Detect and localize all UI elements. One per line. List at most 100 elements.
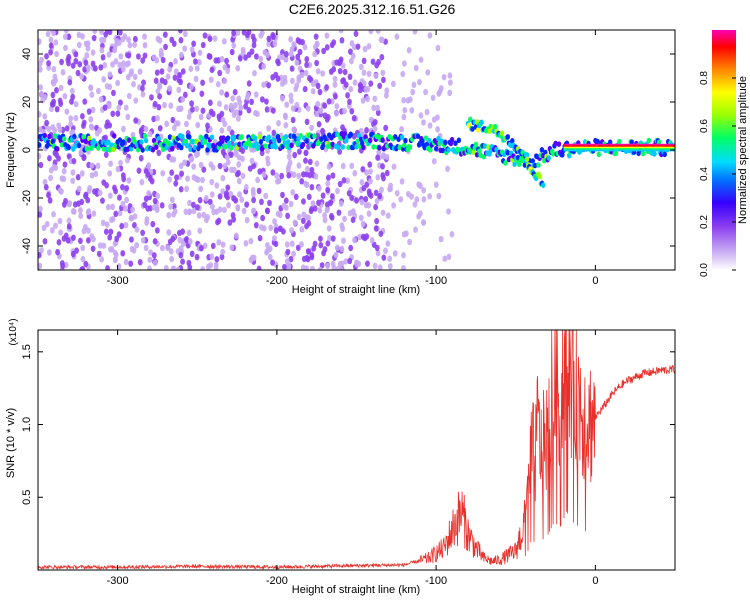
top-xtick-label: 0 (592, 275, 598, 287)
heatmap-cell (178, 162, 184, 170)
heatmap-cell (362, 45, 368, 53)
trace-cell (150, 146, 156, 153)
heatmap-cell (342, 68, 348, 76)
trace-cell (423, 135, 429, 141)
heatmap-cell (64, 125, 70, 132)
heatmap-cell (364, 127, 369, 134)
heatmap-cell (339, 222, 345, 229)
heatmap-cell (418, 56, 424, 63)
trace-cell (402, 142, 407, 149)
heatmap-cell (160, 170, 166, 177)
heatmap-cell (107, 170, 113, 177)
trace-cell (96, 145, 101, 151)
heatmap-cell (368, 168, 373, 175)
heatmap-cell (89, 91, 95, 98)
heatmap-cell (121, 175, 127, 183)
heatmap-cell (78, 207, 83, 214)
heatmap-cell (207, 99, 213, 106)
trace-cell (443, 139, 448, 146)
colorbar-tick-label: 0.8 (699, 71, 710, 85)
heatmap-cell (108, 228, 114, 235)
heatmap-cell (299, 226, 305, 233)
heatmap-cell (184, 185, 190, 193)
heatmap-cell (349, 162, 355, 170)
heatmap-cell (339, 245, 345, 253)
heatmap-cell (180, 96, 186, 103)
heatmap-cell (180, 68, 186, 75)
heatmap-cell (417, 78, 422, 86)
heatmap-cell (296, 172, 302, 180)
heatmap-cell (203, 195, 209, 202)
heatmap-cell (361, 184, 367, 192)
heatmap-cell (379, 36, 385, 43)
heatmap-cell (79, 73, 85, 80)
heatmap-cell (171, 265, 177, 270)
heatmap-cell (288, 255, 294, 263)
heatmap-cell (220, 241, 226, 248)
heatmap-cell (279, 172, 285, 180)
trace-cell (479, 119, 484, 126)
heatmap-cell (272, 218, 277, 225)
heatmap-cell (401, 97, 407, 104)
heatmap-cell (341, 177, 347, 184)
heatmap-cell (250, 33, 256, 40)
trace-cell (47, 133, 52, 140)
heatmap-cell (170, 235, 176, 243)
heatmap-cell (42, 178, 48, 186)
trace-cell (121, 139, 126, 145)
heatmap-cell (136, 167, 142, 174)
heatmap-cell (446, 208, 451, 215)
heatmap-cell (126, 177, 132, 184)
trace-cell (541, 157, 547, 164)
heatmap-cell (182, 91, 188, 99)
heatmap-cell (178, 37, 184, 44)
heatmap-cell (345, 92, 350, 99)
heatmap-cell (235, 115, 241, 122)
heatmap-cell (151, 252, 157, 259)
heatmap-cell (177, 236, 183, 244)
heatmap-cell (115, 110, 121, 117)
heatmap-cell (290, 189, 296, 196)
heatmap-cell (162, 101, 167, 109)
heatmap-cell (117, 209, 123, 217)
heatmap-cell (255, 176, 261, 184)
heatmap-cell (53, 39, 59, 46)
heatmap-cell (90, 49, 96, 56)
heatmap-cell (111, 89, 116, 97)
heatmap-cell (421, 119, 426, 126)
trace-cell (86, 135, 92, 142)
heatmap-cell (340, 62, 346, 69)
heatmap-cell (324, 44, 330, 51)
heatmap-cell (299, 178, 305, 185)
heatmap-cell (348, 57, 354, 65)
top-xlabel: Height of straight line (km) (292, 284, 420, 296)
heatmap-cell (112, 46, 118, 54)
heatmap-cell (225, 159, 231, 166)
heatmap-cell (120, 183, 125, 191)
heatmap-cell (140, 85, 145, 92)
heatmap-cell (118, 53, 124, 60)
heatmap-cell (364, 233, 370, 240)
heatmap-cell (379, 54, 385, 61)
heatmap-cell (99, 30, 104, 35)
heatmap-cell (199, 90, 205, 97)
heatmap-cell (313, 173, 319, 180)
heatmap-cell (387, 255, 393, 262)
heatmap-cell (332, 93, 338, 100)
heatmap-cell (38, 205, 43, 213)
heatmap-cell (114, 235, 120, 243)
heatmap-cell (352, 236, 357, 244)
heatmap-cell (284, 241, 290, 248)
heatmap-cell (368, 30, 374, 35)
trace-cell (407, 144, 413, 150)
heatmap-cell (229, 244, 235, 251)
heatmap-cell (133, 97, 139, 104)
heatmap-cell (189, 100, 194, 107)
heatmap-cell (187, 238, 193, 245)
heatmap-cell (301, 198, 306, 205)
heatmap-cell (317, 88, 323, 96)
heatmap-cell (365, 260, 370, 267)
heatmap-cell (313, 33, 319, 40)
heatmap-cell (106, 51, 112, 58)
heatmap-cell (38, 152, 42, 160)
